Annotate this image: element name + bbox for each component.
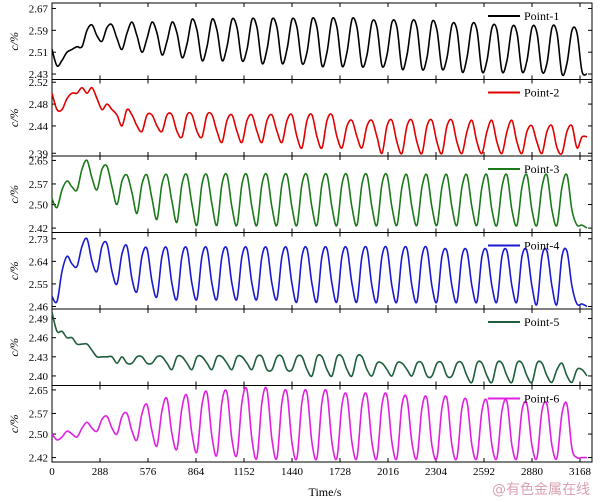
x-tick-label: 0 (49, 466, 55, 478)
x-tick-label: 2016 (377, 466, 400, 478)
legend-label: Point-1 (524, 9, 559, 23)
panel-2: 2.39 2.44 2.48 2.52 c/% Point-2 (7, 77, 593, 160)
y-tick-label: 2.43 (29, 69, 49, 81)
watermark-text: @有色金属在线 (492, 482, 590, 498)
panel-frame (51, 232, 593, 310)
x-tick-label: 288 (92, 466, 109, 478)
y-axis-title: c/% (7, 261, 21, 280)
y-tick-label: 2.50 (29, 200, 49, 212)
y-tick-label: 2.44 (29, 121, 49, 133)
y-tick-label: 2.52 (29, 77, 48, 89)
y-tick-label: 2.46 (29, 301, 49, 313)
x-tick-label: 2592 (473, 466, 495, 478)
panel-4: 2.46 2.55 2.64 2.73 c/% Point-4 (7, 232, 593, 313)
panel-5: 2.40 2.43 2.46 2.49 c/% Point-5 (7, 308, 593, 386)
panel-1: 2.43 2.51 2.59 2.67 c/% Point-1 (7, 2, 593, 81)
series-line-point-6 (51, 386, 587, 461)
y-tick-label: 2.48 (29, 99, 49, 111)
y-tick-label: 2.67 (29, 3, 49, 15)
y-axis-title: c/% (7, 414, 21, 433)
y-tick-label: 2.51 (29, 47, 48, 59)
x-axis-title: Time/s (309, 485, 342, 499)
legend-label: Point-6 (524, 392, 559, 406)
y-tick-label: 2.49 (29, 314, 49, 326)
x-tick-label: 1440 (281, 466, 304, 478)
y-tick-label: 2.73 (29, 234, 49, 246)
series-line-point-3 (51, 159, 588, 229)
panel-6: 2.42 2.50 2.57 2.65 c/% Point-6 (7, 385, 593, 465)
x-tick-label: 1152 (233, 466, 255, 478)
series-line-point-2 (51, 86, 588, 156)
panel-frame (51, 308, 593, 386)
x-tick-label: 1728 (329, 466, 352, 478)
y-tick-label: 2.65 (29, 155, 49, 167)
panel-frame (51, 2, 593, 80)
y-axis-title: c/% (7, 338, 21, 357)
chart-panels: 2.432.512.592.67c/%Point-12.392.442.482.… (7, 2, 593, 465)
x-tick-label: 2880 (521, 466, 544, 478)
x-tick-label: 864 (188, 466, 205, 478)
legend-label: Point-4 (524, 239, 559, 253)
y-tick-label: 2.40 (29, 371, 49, 383)
y-tick-label: 2.42 (29, 223, 48, 235)
y-tick-label: 2.59 (29, 25, 49, 37)
x-tick-label: 576 (140, 466, 157, 478)
series-line-point-1 (51, 17, 588, 77)
y-tick-label: 2.43 (29, 352, 49, 364)
y-tick-label: 2.55 (29, 279, 49, 291)
y-tick-label: 2.64 (29, 256, 49, 268)
x-tick-label: 3168 (569, 466, 592, 478)
y-axis-title: c/% (7, 32, 21, 51)
panel-3: 2.42 2.50 2.57 2.65 c/% Point-3 (7, 155, 593, 235)
y-tick-label: 2.57 (29, 408, 49, 420)
x-axis: 0 288 576 864 1152 1440 1728 2016 2304 2592 2880 31… (49, 466, 591, 478)
series-line-point-5 (51, 312, 588, 384)
panel-frame (51, 385, 593, 463)
y-axis-title: c/% (7, 185, 21, 204)
y-tick-label: 2.39 (29, 148, 49, 160)
x-tick-label: 2304 (425, 466, 448, 478)
y-tick-label: 2.65 (29, 385, 49, 397)
legend-label: Point-3 (524, 162, 559, 176)
y-tick-label: 2.57 (29, 179, 49, 191)
y-tick-label: 2.42 (29, 453, 48, 465)
y-axis-title: c/% (7, 108, 21, 127)
series-line-point-4 (51, 237, 588, 308)
y-tick-label: 2.46 (29, 333, 49, 345)
y-tick-label: 2.50 (29, 429, 49, 441)
legend-label: Point-5 (524, 315, 559, 329)
legend-label: Point-2 (524, 86, 559, 100)
